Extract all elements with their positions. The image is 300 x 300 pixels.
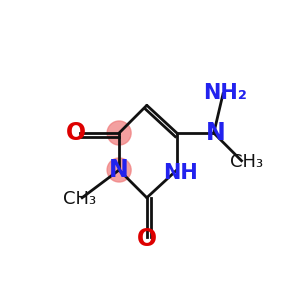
Text: CH₃: CH₃ — [63, 190, 96, 208]
Text: N: N — [109, 158, 129, 182]
Circle shape — [107, 158, 131, 182]
Text: N: N — [206, 121, 226, 145]
Text: O: O — [137, 227, 157, 251]
Text: CH₃: CH₃ — [230, 153, 263, 171]
Circle shape — [107, 121, 131, 145]
Text: O: O — [66, 121, 86, 145]
Text: NH: NH — [163, 164, 198, 183]
Text: NH₂: NH₂ — [203, 82, 247, 103]
